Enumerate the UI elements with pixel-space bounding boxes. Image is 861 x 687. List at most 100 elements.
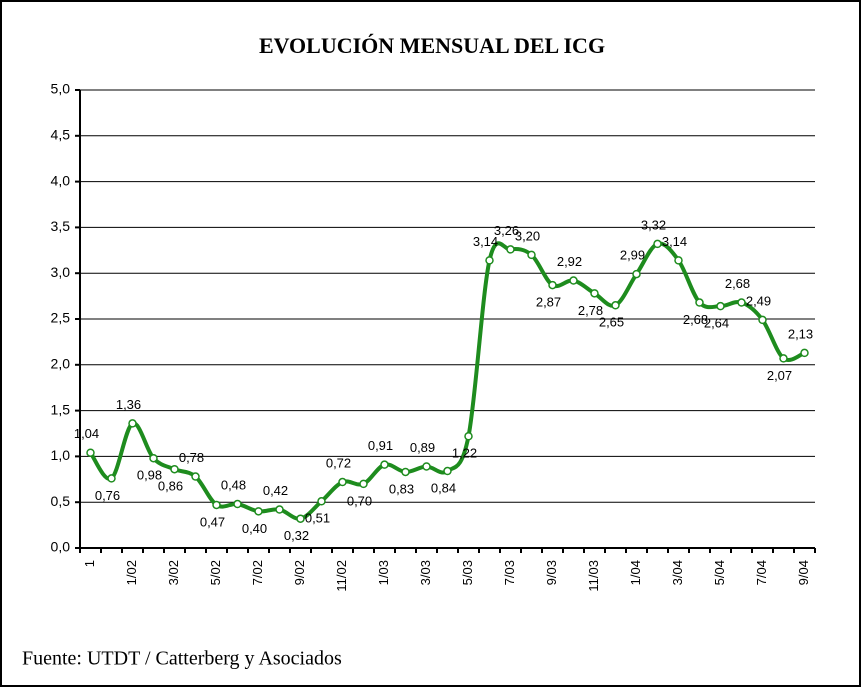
x-tick-label: 3/02 <box>166 560 181 585</box>
data-label: 0,42 <box>263 483 288 498</box>
data-label: 0,89 <box>410 440 435 455</box>
data-point <box>590 289 599 298</box>
data-label: 2,78 <box>578 303 603 318</box>
data-line <box>88 241 806 521</box>
data-label: 2,92 <box>557 254 582 269</box>
data-point <box>632 269 641 279</box>
data-label: 2,64 <box>704 316 729 331</box>
data-point <box>464 431 473 441</box>
x-tick-label: 1/02 <box>124 560 139 585</box>
data-point <box>401 467 410 477</box>
x-tick-label: 9/03 <box>544 560 559 585</box>
data-label: 2,07 <box>767 368 792 383</box>
y-tick-label: 1,0 <box>51 447 71 463</box>
x-tick-label: 7/02 <box>250 560 265 585</box>
data-point <box>191 472 200 481</box>
data-label: 0,83 <box>389 481 414 496</box>
data-point <box>212 500 221 510</box>
x-tick-label: 3/04 <box>670 560 685 585</box>
data-label: 3,14 <box>662 234 687 249</box>
data-label: 2,68 <box>725 276 750 291</box>
y-tick-label: 1,5 <box>51 401 71 417</box>
chart-title: EVOLUCIÓN MENSUAL DEL ICG <box>259 33 605 58</box>
data-point <box>107 474 116 483</box>
data-label: 0,78 <box>179 450 204 465</box>
data-label: 0,51 <box>305 511 330 526</box>
x-tick-label: 11/03 <box>586 560 601 592</box>
data-label: 3,32 <box>641 217 666 232</box>
y-tick-label: 0,0 <box>51 539 71 555</box>
data-label: 0,70 <box>347 493 372 508</box>
data-point <box>296 514 305 523</box>
x-tick-label: 9/04 <box>796 560 811 585</box>
data-point <box>149 453 158 463</box>
data-point <box>527 250 536 260</box>
x-tick-label: 5/02 <box>208 560 223 585</box>
data-point <box>254 507 263 516</box>
y-tick-label: 5,0 <box>51 81 71 97</box>
data-point <box>380 460 389 469</box>
data-point <box>653 239 662 249</box>
data-point <box>737 298 746 307</box>
data-point <box>443 466 452 476</box>
x-tick-label: 1 <box>82 560 97 567</box>
data-point <box>695 298 704 307</box>
data-point <box>569 276 578 285</box>
data-label: 2,87 <box>536 295 561 310</box>
data-label: 1,22 <box>452 446 477 461</box>
data-label: 2,68 <box>683 312 708 327</box>
x-tick-label: 11/02 <box>334 560 349 592</box>
data-point <box>86 448 95 457</box>
x-tick-label: 1/03 <box>376 560 391 585</box>
x-tick-label: 1/04 <box>628 560 643 585</box>
y-tick-label: 3,5 <box>51 218 71 234</box>
source-note: Fuente: UTDT / Catterberg y Asociados <box>22 648 342 670</box>
data-point <box>779 354 788 363</box>
data-label: 1,04 <box>74 426 99 441</box>
data-label: 3,20 <box>515 228 540 243</box>
data-label: 2,99 <box>620 248 645 263</box>
y-tick-label: 4,5 <box>51 127 71 143</box>
data-label: 3,26 <box>494 223 519 238</box>
data-point <box>317 497 326 506</box>
data-point <box>233 499 242 509</box>
data-point <box>758 315 767 325</box>
data-label: 1,36 <box>116 397 141 412</box>
data-point <box>716 301 725 311</box>
data-label: 0,91 <box>368 438 393 453</box>
data-label: 0,98 <box>137 468 162 483</box>
data-point <box>485 256 494 265</box>
data-point <box>359 479 368 489</box>
data-label: 0,86 <box>158 479 183 494</box>
x-tick-label: 5/03 <box>460 560 475 585</box>
x-tick-label: 7/04 <box>754 560 769 585</box>
data-point <box>506 245 515 254</box>
data-label: 2,65 <box>599 315 624 330</box>
data-point <box>275 505 284 514</box>
data-label: 0,32 <box>284 528 309 543</box>
data-label: 2,49 <box>746 293 771 308</box>
x-tick-label: 5/04 <box>712 560 727 585</box>
x-tick-label: 7/03 <box>502 560 517 585</box>
data-point <box>611 301 620 310</box>
data-label: 0,47 <box>200 514 225 529</box>
y-tick-label: 3,0 <box>51 264 71 280</box>
x-tick-label: 9/02 <box>292 560 307 585</box>
y-tick-label: 2,5 <box>51 310 71 326</box>
data-label: 3,14 <box>473 234 498 249</box>
data-point <box>422 462 431 471</box>
data-point <box>170 464 179 474</box>
data-point <box>674 256 683 265</box>
data-label: 0,72 <box>326 455 351 470</box>
data-label: 0,84 <box>431 480 456 495</box>
data-point <box>128 419 137 428</box>
data-point <box>548 280 557 290</box>
data-label: 0,40 <box>242 521 267 536</box>
data-label: 2,13 <box>788 326 813 341</box>
y-tick-label: 0,5 <box>51 493 71 509</box>
data-point <box>338 477 347 487</box>
y-tick-label: 4,0 <box>51 172 71 188</box>
data-point <box>800 348 809 358</box>
